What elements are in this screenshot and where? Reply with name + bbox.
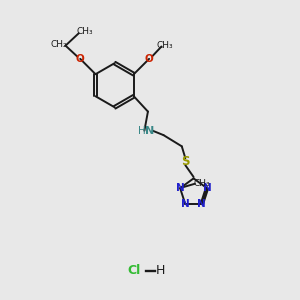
Text: N: N bbox=[197, 199, 206, 209]
Text: CH₃: CH₃ bbox=[157, 40, 173, 50]
Text: N: N bbox=[202, 183, 211, 193]
Text: H: H bbox=[138, 126, 146, 136]
Text: CH₃: CH₃ bbox=[77, 27, 94, 36]
Text: Cl: Cl bbox=[127, 264, 140, 277]
Text: O: O bbox=[145, 54, 154, 64]
Text: H: H bbox=[156, 264, 165, 277]
Text: CH₃: CH₃ bbox=[193, 179, 210, 188]
Text: N: N bbox=[145, 126, 154, 136]
Text: N: N bbox=[176, 183, 184, 193]
Text: N: N bbox=[181, 199, 190, 209]
Text: CH₂: CH₂ bbox=[51, 40, 67, 49]
Text: O: O bbox=[76, 54, 85, 64]
Text: S: S bbox=[181, 155, 190, 168]
